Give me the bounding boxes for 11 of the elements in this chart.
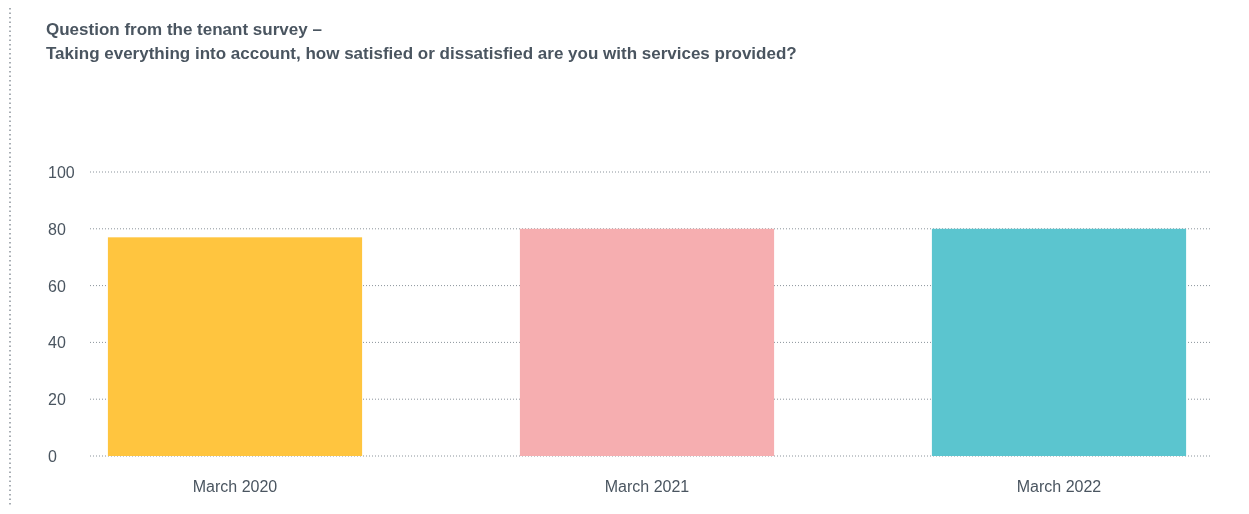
y-tick-label: 20	[48, 391, 66, 409]
y-tick-label: 80	[48, 220, 66, 238]
y-tick-label: 100	[48, 164, 75, 181]
x-tick-label: March 2022	[1016, 478, 1102, 495]
x-tick-label: March 2021	[604, 478, 690, 495]
x-tick-label: March 2020	[192, 478, 278, 495]
chart-title: Question from the tenant survey –	[46, 20, 322, 39]
chart-subtitle: Taking everything into account, how satisfied or dissatisfied are you with services provided?	[46, 44, 797, 63]
y-tick-label: 0	[48, 448, 57, 465]
y-tick-label: 40	[48, 334, 66, 352]
y-tick-label: 60	[48, 277, 66, 295]
